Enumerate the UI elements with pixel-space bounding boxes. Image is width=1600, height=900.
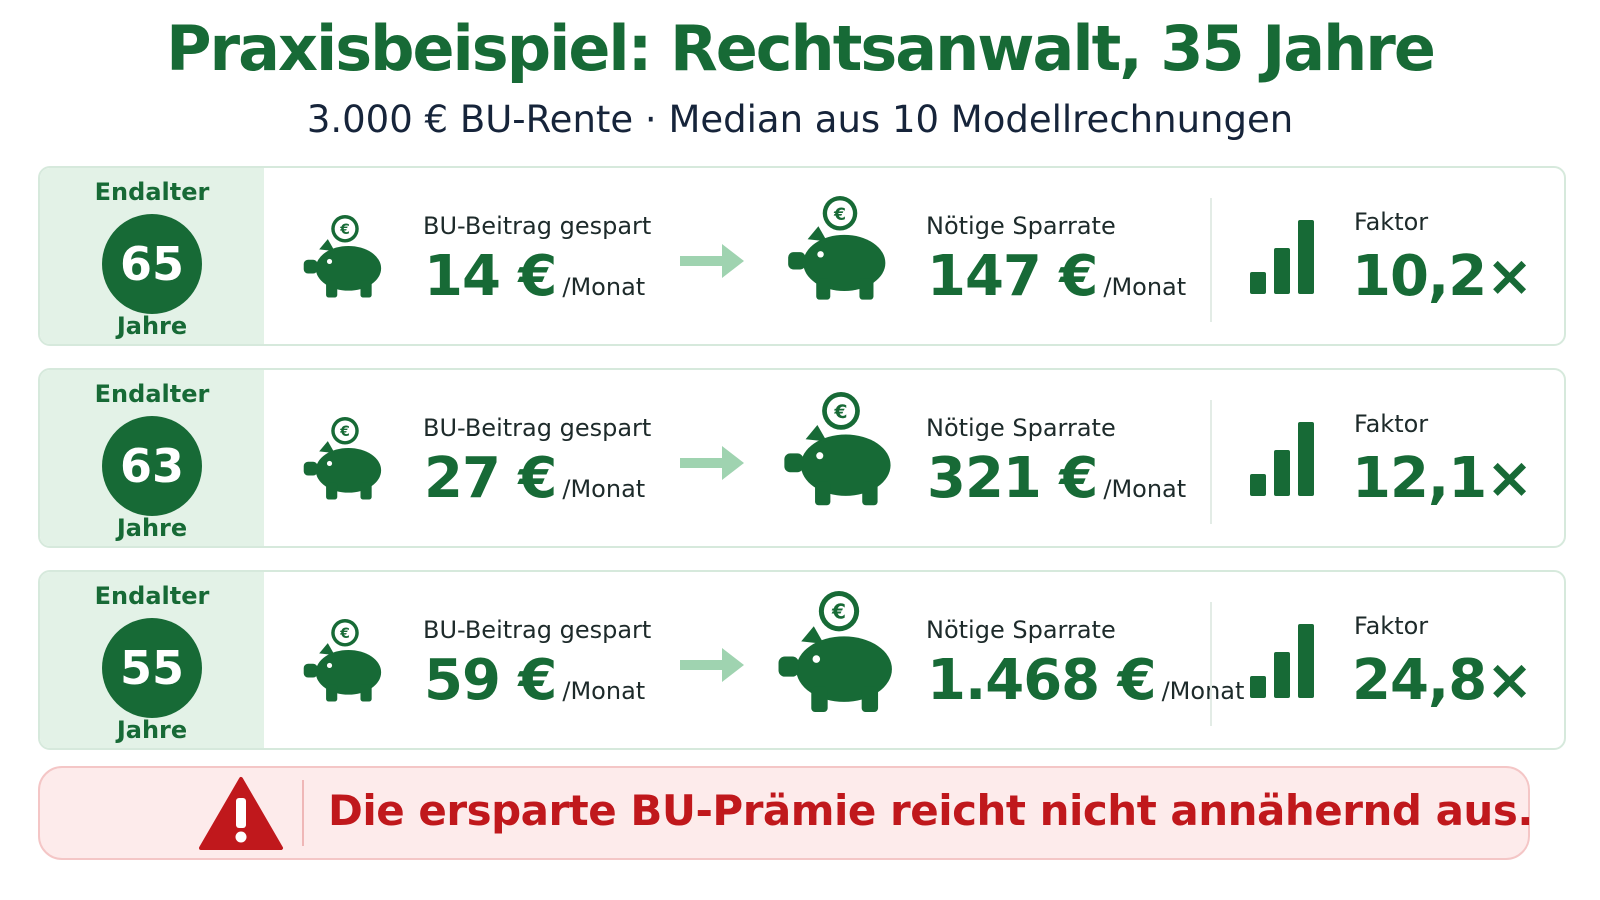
euro-coin-symbol: € xyxy=(339,626,350,642)
needed-value: 147 € xyxy=(927,244,1098,309)
bar-chart-icon xyxy=(1250,624,1314,698)
comparison-row-55: Endalter 55 Jahre € BU-Beitrag gespart 5… xyxy=(38,570,1566,750)
needed-label: Nötige Sparrate xyxy=(926,212,1116,240)
saved-value: 27 € xyxy=(424,446,557,511)
page-subtitle: 3.000 € BU-Rente · Median aus 10 Modellr… xyxy=(306,98,1294,141)
piggy-bank-icon: € xyxy=(303,417,382,500)
comparison-row-65: Endalter 65 Jahre € BU-Beitrag gespart 1… xyxy=(38,166,1566,346)
needed-value: 321 € xyxy=(927,446,1098,511)
factor-label: Faktor xyxy=(1354,208,1429,236)
age-label-bottom: Jahre xyxy=(116,312,188,340)
saved-unit: /Monat xyxy=(562,677,646,705)
needed-label: Nötige Sparrate xyxy=(926,616,1116,644)
piggy-bank-icon: € xyxy=(778,591,892,712)
arrow-right-icon xyxy=(680,244,744,278)
needed-amount: 321 €/Monat xyxy=(927,446,1186,511)
age-badge: 65 xyxy=(102,214,202,314)
age-panel: Endalter 63 Jahre xyxy=(40,370,264,546)
saved-value: 59 € xyxy=(424,648,557,713)
piggy-bank-icon: € xyxy=(303,215,382,298)
comparison-row-63: Endalter 63 Jahre € BU-Beitrag gespart 2… xyxy=(38,368,1566,548)
saved-amount: 27 €/Monat xyxy=(424,446,645,511)
needed-unit: /Monat xyxy=(1103,475,1187,503)
euro-coin-symbol: € xyxy=(833,401,847,423)
saved-amount: 14 €/Monat xyxy=(424,244,645,309)
piggy-bank-icon: € xyxy=(784,392,891,506)
needed-unit: /Monat xyxy=(1161,677,1245,705)
euro-coin-symbol: € xyxy=(339,222,350,238)
bar-chart-icon xyxy=(1250,220,1314,294)
saved-unit: /Monat xyxy=(562,475,646,503)
euro-coin-symbol: € xyxy=(339,424,350,440)
age-panel: Endalter 65 Jahre xyxy=(40,168,264,344)
warning-banner: Die ersparte BU-Prämie reicht nicht annä… xyxy=(38,766,1533,860)
saved-unit: /Monat xyxy=(562,273,646,301)
needed-label: Nötige Sparrate xyxy=(926,414,1116,442)
age-label-top: Endalter xyxy=(94,178,210,206)
factor-label: Faktor xyxy=(1354,612,1429,640)
age-label-top: Endalter xyxy=(94,582,210,610)
factor-value: 12,1× xyxy=(1352,446,1533,511)
saved-label: BU-Beitrag gespart xyxy=(423,212,652,240)
age-panel: Endalter 55 Jahre xyxy=(40,572,264,748)
age-badge: 55 xyxy=(102,618,202,718)
age-badge: 63 xyxy=(102,416,202,516)
needed-unit: /Monat xyxy=(1103,273,1187,301)
piggy-bank-icon: € xyxy=(788,196,886,300)
factor-value: 10,2× xyxy=(1352,244,1533,309)
saved-amount: 59 €/Monat xyxy=(424,648,645,713)
divider xyxy=(1210,400,1212,524)
warning-icon xyxy=(199,777,283,850)
factor-label: Faktor xyxy=(1354,410,1429,438)
warning-divider xyxy=(302,780,304,846)
age-label-top: Endalter xyxy=(94,380,210,408)
bar-chart-icon xyxy=(1250,422,1314,496)
saved-value: 14 € xyxy=(424,244,557,309)
saved-label: BU-Beitrag gespart xyxy=(423,414,652,442)
arrow-right-icon xyxy=(680,648,744,682)
arrow-right-icon xyxy=(680,446,744,480)
factor-value: 24,8× xyxy=(1352,648,1533,713)
divider xyxy=(1210,198,1212,322)
page-title: Praxisbeispiel: Rechtsanwalt, 35 Jahre xyxy=(166,12,1436,85)
warning-text: Die ersparte BU-Prämie reicht nicht annä… xyxy=(328,786,1533,835)
needed-amount: 1.468 €/Monat xyxy=(927,648,1244,713)
divider xyxy=(1210,602,1212,726)
piggy-bank-icon: € xyxy=(303,619,382,702)
age-label-bottom: Jahre xyxy=(116,716,188,744)
saved-label: BU-Beitrag gespart xyxy=(423,616,652,644)
age-label-bottom: Jahre xyxy=(116,514,188,542)
euro-coin-symbol: € xyxy=(833,205,846,225)
needed-value: 1.468 € xyxy=(927,648,1157,713)
euro-coin-symbol: € xyxy=(831,600,846,624)
needed-amount: 147 €/Monat xyxy=(927,244,1186,309)
